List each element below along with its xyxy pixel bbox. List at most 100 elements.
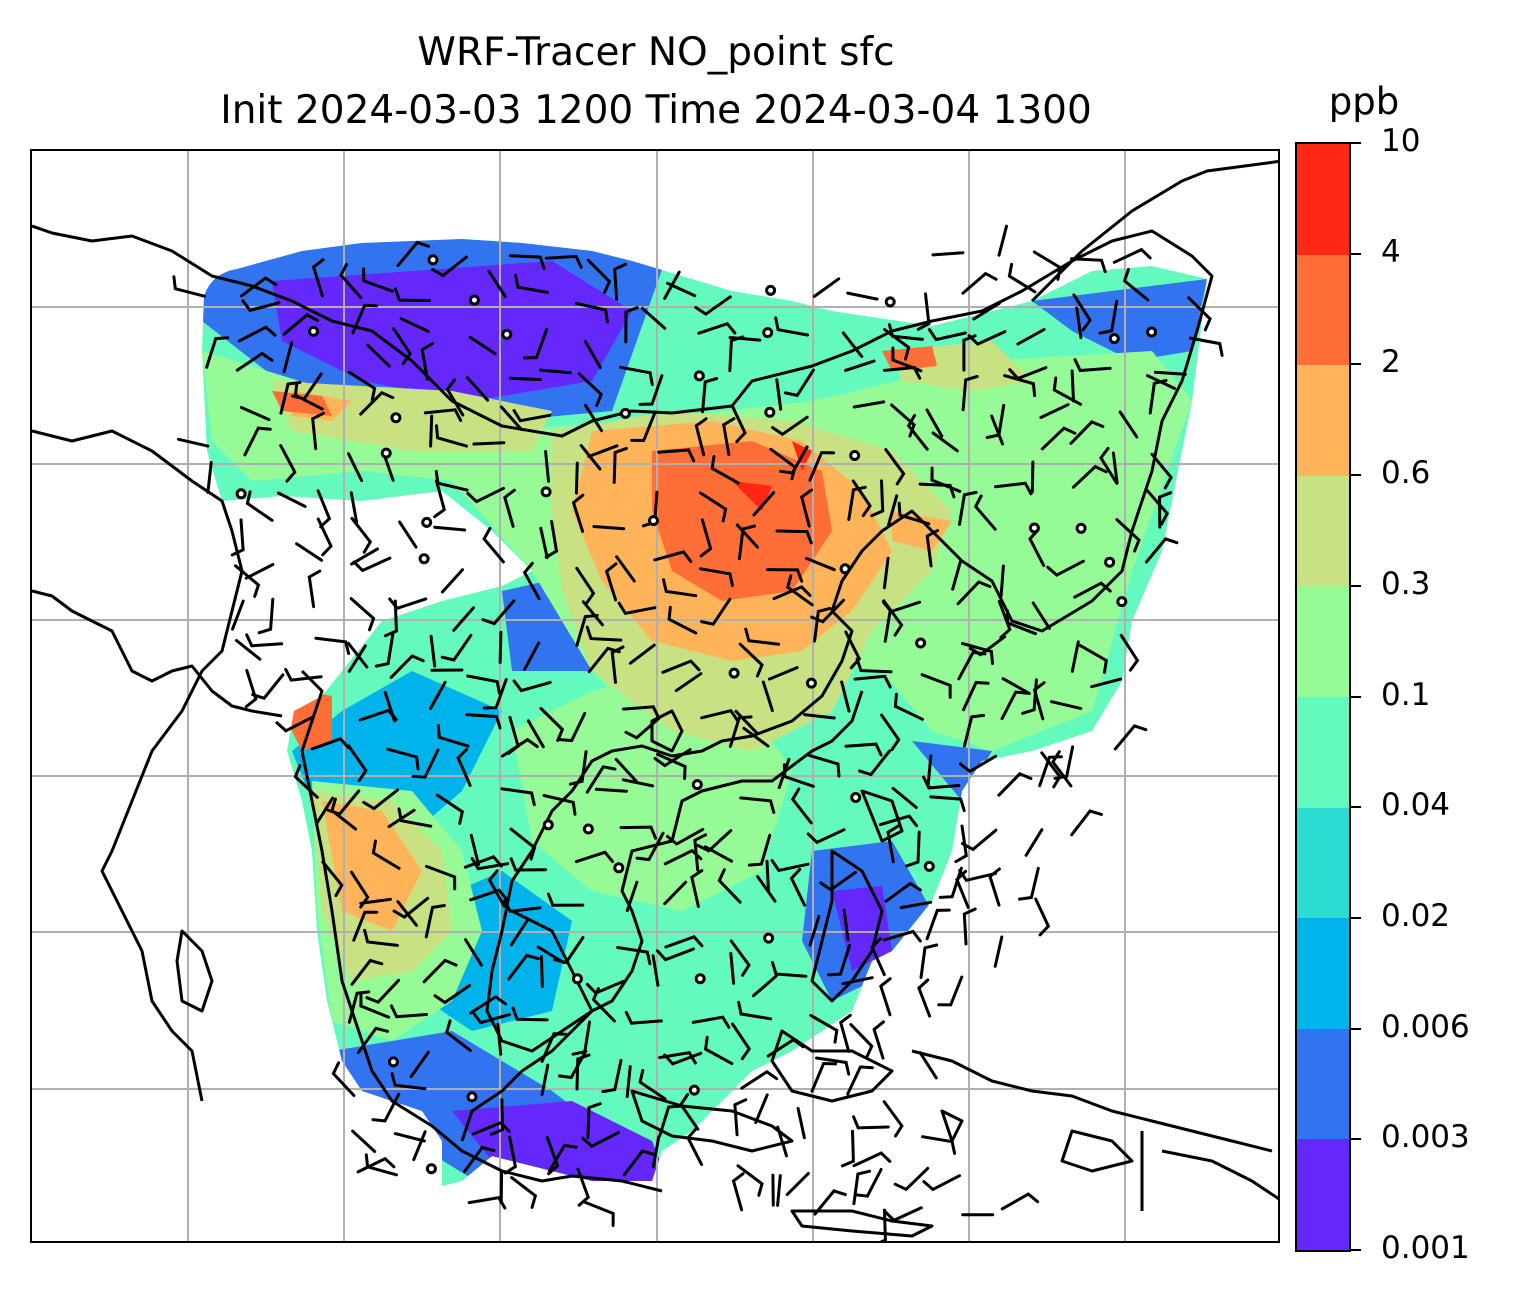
- wind-barb: [433, 984, 472, 1005]
- plot-title-line-2: Init 2024-03-03 1200 Time 2024-03-04 130…: [220, 88, 1092, 133]
- wind-barb: [658, 1050, 697, 1065]
- wind-barb: [239, 276, 278, 298]
- wind-barb: [870, 479, 885, 518]
- wind-barb: [508, 254, 546, 270]
- wind-barb: [999, 564, 1005, 598]
- calm-wind-circle: [839, 563, 851, 575]
- wind-barb: [356, 1026, 389, 1055]
- wind-barb: [703, 1035, 734, 1066]
- wind-barb: [315, 796, 335, 825]
- wind-barb: [663, 1051, 703, 1066]
- wind-barb: [1153, 370, 1187, 376]
- wind-barb: [1099, 446, 1119, 485]
- wind-barb: [997, 772, 1033, 797]
- wind-barb: [615, 555, 636, 583]
- wind-barb: [331, 1061, 356, 1097]
- wind-barb: [990, 414, 1004, 446]
- wind-barb: [339, 263, 363, 300]
- wind-barb: [251, 673, 285, 700]
- wind-barb: [674, 672, 703, 693]
- wind-barb: [276, 491, 307, 508]
- wind-barb: [838, 1013, 852, 1053]
- calm-wind-circle: [466, 1091, 478, 1103]
- calm-wind-circle: [542, 819, 554, 831]
- wind-barb: [1032, 681, 1046, 721]
- wind-barb: [466, 376, 490, 402]
- calm-wind-circle: [1116, 596, 1128, 608]
- calm-wind-circle: [427, 254, 439, 266]
- wind-barb: [177, 437, 210, 448]
- wind-barb: [245, 490, 274, 522]
- wind-barb: [786, 574, 814, 607]
- wind-barb: [388, 597, 428, 611]
- wind-barb: [740, 1069, 779, 1090]
- wind-barb: [810, 1061, 838, 1093]
- wind-barb: [666, 281, 697, 298]
- wind-barb: [1051, 750, 1073, 788]
- calm-wind-circle: [1146, 326, 1158, 338]
- wind-barb: [347, 644, 367, 673]
- wind-barb: [621, 705, 660, 720]
- wind-barb: [472, 1011, 511, 1025]
- wind-barb: [604, 562, 618, 602]
- wind-barb: [954, 824, 968, 864]
- wind-barb: [350, 958, 384, 986]
- wind-barb: [886, 824, 900, 864]
- wind-barb: [887, 494, 899, 527]
- colorbar-tick-label: 0.3: [1381, 565, 1431, 602]
- wind-barb: [539, 955, 544, 988]
- wind-barb: [921, 1135, 957, 1155]
- wind-barb: [429, 680, 447, 710]
- wind-barb: [891, 346, 923, 373]
- wind-barb: [958, 490, 978, 526]
- calm-wind-markers: [235, 254, 1158, 1175]
- wind-barb: [744, 627, 781, 646]
- wind-barb: [1050, 700, 1083, 710]
- wind-barb: [571, 493, 585, 533]
- wind-barb: [539, 368, 572, 375]
- wind-barb: [1008, 366, 1048, 381]
- wind-barb: [585, 625, 623, 642]
- wind-barb: [808, 914, 821, 947]
- wind-barb: [546, 892, 585, 907]
- wind-barb: [487, 869, 506, 908]
- colorbar-tick-mark: [1351, 474, 1361, 477]
- wind-barb: [1157, 491, 1173, 529]
- wind-barb: [994, 481, 1033, 496]
- wind-barb: [436, 724, 470, 748]
- wind-barb: [739, 796, 776, 814]
- wind-barb: [568, 750, 588, 786]
- wind-barb: [1090, 677, 1123, 689]
- wind-barb: [1070, 640, 1080, 673]
- colorbar-band: [1297, 918, 1349, 1029]
- wind-barb: [1146, 489, 1170, 526]
- calm-wind-circle: [540, 486, 552, 498]
- wind-barb: [293, 381, 324, 411]
- wind-barb: [440, 633, 473, 662]
- wind-barb: [351, 303, 379, 335]
- wind-barb: [844, 359, 876, 372]
- wind-barb: [690, 869, 704, 909]
- wind-barb: [890, 403, 916, 438]
- wind-barb: [1070, 257, 1107, 274]
- wind-barb: [891, 786, 918, 809]
- wind-barb: [245, 633, 284, 648]
- calm-wind-circle: [1108, 333, 1120, 345]
- wind-barb: [351, 1129, 377, 1153]
- wind-barb: [807, 753, 841, 778]
- wind-barb: [893, 692, 924, 721]
- wind-barb: [694, 417, 708, 457]
- wind-barb: [958, 754, 998, 774]
- colorbar-tick-mark: [1351, 1027, 1361, 1030]
- wind-barb: [925, 408, 944, 438]
- wind-barb: [827, 944, 851, 977]
- wind-barb: [257, 597, 275, 635]
- wind-barb: [510, 1176, 538, 1209]
- wind-barb: [316, 517, 333, 557]
- wind-barb: [922, 775, 961, 790]
- wind-barb: [1003, 374, 1037, 398]
- calm-wind-circle: [619, 407, 631, 419]
- wind-barb: [651, 954, 660, 987]
- wind-barb: [790, 787, 813, 825]
- wind-barb: [393, 1132, 426, 1143]
